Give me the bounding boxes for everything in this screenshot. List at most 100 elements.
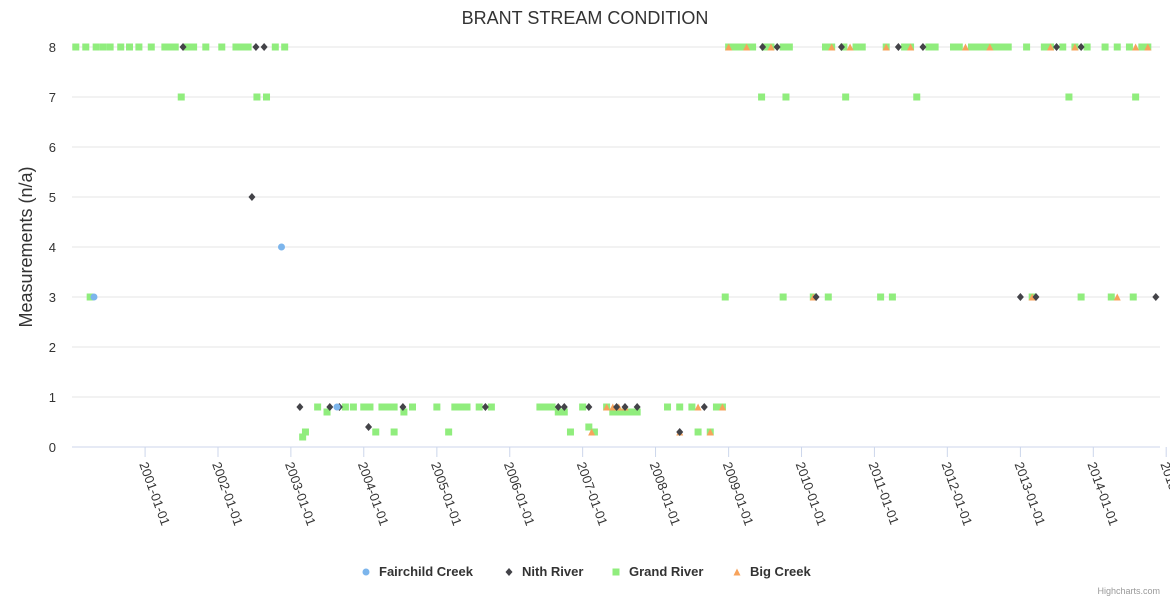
data-point[interactable]	[633, 403, 641, 411]
legend-item[interactable]: Nith River	[505, 564, 584, 579]
data-point[interactable]	[758, 93, 766, 101]
data-point[interactable]	[360, 403, 368, 411]
data-point[interactable]	[1028, 293, 1036, 301]
data-point[interactable]	[773, 43, 781, 51]
data-point[interactable]	[171, 43, 179, 51]
data-point[interactable]	[676, 403, 684, 411]
data-point[interactable]	[1071, 43, 1079, 51]
data-point[interactable]	[621, 408, 629, 416]
data-point[interactable]	[218, 43, 226, 51]
data-point[interactable]	[536, 403, 544, 411]
data-point[interactable]	[90, 293, 98, 301]
data-point[interactable]	[779, 293, 787, 301]
data-point[interactable]	[1152, 293, 1160, 301]
data-point[interactable]	[1004, 43, 1012, 51]
credits-text[interactable]: Highcharts.com	[1097, 586, 1160, 596]
data-point[interactable]	[232, 43, 240, 51]
data-point[interactable]	[92, 43, 100, 51]
data-point[interactable]	[931, 43, 939, 51]
data-point[interactable]	[743, 43, 751, 51]
data-point[interactable]	[1144, 43, 1152, 51]
data-point[interactable]	[588, 428, 596, 436]
data-point[interactable]	[72, 43, 80, 51]
data-point[interactable]	[1016, 293, 1024, 301]
data-point[interactable]	[244, 43, 252, 51]
data-point[interactable]	[190, 43, 198, 51]
data-point[interactable]	[277, 243, 285, 251]
data-point[interactable]	[1107, 293, 1115, 301]
data-point[interactable]	[759, 43, 767, 51]
data-point[interactable]	[961, 43, 969, 51]
data-point[interactable]	[445, 428, 453, 436]
data-point[interactable]	[888, 293, 896, 301]
data-point[interactable]	[463, 403, 471, 411]
data-point[interactable]	[913, 93, 921, 101]
data-point[interactable]	[1132, 43, 1140, 51]
data-point[interactable]	[700, 403, 708, 411]
data-point[interactable]	[824, 293, 832, 301]
data-point[interactable]	[877, 293, 885, 301]
data-point[interactable]	[1129, 293, 1137, 301]
data-point[interactable]	[846, 43, 854, 51]
data-point[interactable]	[1023, 43, 1031, 51]
data-point[interactable]	[301, 428, 309, 436]
data-point[interactable]	[281, 43, 289, 51]
data-point[interactable]	[554, 408, 562, 416]
data-point[interactable]	[974, 43, 982, 51]
data-point[interactable]	[718, 403, 726, 411]
data-point[interactable]	[1113, 293, 1121, 301]
data-point[interactable]	[950, 43, 958, 51]
data-point[interactable]	[1113, 43, 1121, 51]
data-point[interactable]	[925, 43, 933, 51]
data-point[interactable]	[408, 403, 416, 411]
data-point[interactable]	[451, 403, 459, 411]
data-point[interactable]	[858, 43, 866, 51]
data-point[interactable]	[1077, 293, 1085, 301]
data-point[interactable]	[86, 293, 94, 301]
data-point[interactable]	[248, 193, 256, 201]
data-point[interactable]	[828, 43, 836, 51]
data-point[interactable]	[399, 403, 407, 411]
data-point[interactable]	[694, 428, 702, 436]
legend-item[interactable]: Big Creek	[733, 564, 812, 579]
data-point[interactable]	[400, 408, 408, 416]
data-point[interactable]	[165, 43, 173, 51]
data-point[interactable]	[986, 43, 994, 51]
data-point[interactable]	[177, 93, 185, 101]
data-point[interactable]	[390, 403, 398, 411]
data-point[interactable]	[99, 43, 107, 51]
data-point[interactable]	[712, 403, 720, 411]
legend-item[interactable]: Grand River	[612, 564, 704, 579]
data-point[interactable]	[554, 403, 562, 411]
legend-item[interactable]: Fairchild Creek	[362, 564, 474, 579]
data-point[interactable]	[252, 43, 260, 51]
data-point[interactable]	[782, 93, 790, 101]
data-point[interactable]	[919, 43, 927, 51]
data-point[interactable]	[579, 403, 587, 411]
data-point[interactable]	[135, 43, 143, 51]
data-point[interactable]	[688, 403, 696, 411]
data-point[interactable]	[1047, 43, 1055, 51]
data-point[interactable]	[955, 43, 963, 51]
data-point[interactable]	[706, 428, 714, 436]
data-point[interactable]	[621, 403, 629, 411]
data-point[interactable]	[609, 408, 617, 416]
data-point[interactable]	[548, 403, 556, 411]
data-point[interactable]	[1125, 43, 1133, 51]
data-point[interactable]	[1040, 43, 1048, 51]
data-point[interactable]	[349, 403, 357, 411]
data-point[interactable]	[907, 43, 915, 51]
data-point[interactable]	[992, 43, 1000, 51]
data-point[interactable]	[585, 423, 593, 431]
data-point[interactable]	[852, 43, 860, 51]
data-point[interactable]	[1101, 43, 1109, 51]
data-point[interactable]	[487, 403, 495, 411]
data-point[interactable]	[613, 403, 621, 411]
data-point[interactable]	[323, 408, 331, 416]
data-point[interactable]	[980, 43, 988, 51]
data-point[interactable]	[481, 403, 489, 411]
data-point[interactable]	[842, 93, 850, 101]
data-point[interactable]	[433, 403, 441, 411]
data-point[interactable]	[1032, 293, 1040, 301]
data-point[interactable]	[694, 403, 702, 411]
